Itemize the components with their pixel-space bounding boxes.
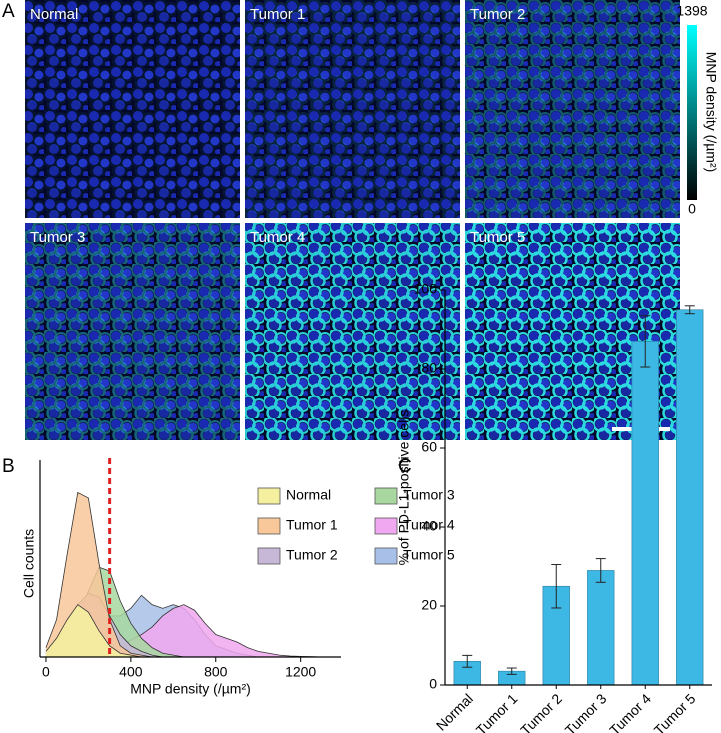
y-axis-label: % of PD-L1-positive cells xyxy=(396,410,412,566)
panel-label: C xyxy=(398,456,412,477)
error-bar xyxy=(640,315,651,368)
legend-label: Normal xyxy=(286,487,331,503)
legend-swatch xyxy=(257,517,281,535)
error-bar xyxy=(506,667,517,675)
legend-swatch xyxy=(374,547,398,565)
x-tick-label: Tumor 5 xyxy=(651,690,699,733)
legend-swatch xyxy=(257,487,281,505)
image-label: Tumor 1 xyxy=(250,6,305,23)
x-tick-label: 1200 xyxy=(285,664,316,680)
legend-label: Tumor 3 xyxy=(403,487,455,503)
panel-label: A xyxy=(2,1,15,22)
colorbar-tick-label: 0 xyxy=(688,201,696,217)
error-bar xyxy=(462,654,473,668)
legend-label: Tumor 5 xyxy=(403,547,455,563)
image-label: Tumor 5 xyxy=(470,229,525,246)
x-axis-label: MNP density (/µm²) xyxy=(130,681,251,697)
legend-swatch xyxy=(257,547,281,565)
image-label: Tumor 3 xyxy=(30,229,85,246)
legend-swatch xyxy=(374,487,398,505)
x-tick-label: 800 xyxy=(204,664,228,680)
micrograph xyxy=(25,223,240,440)
x-tick-label: Tumor 4 xyxy=(606,690,654,733)
micrograph xyxy=(465,0,680,218)
error-bar xyxy=(595,558,606,583)
bar xyxy=(676,309,704,686)
x-tick-label: 0 xyxy=(42,664,50,680)
bar xyxy=(587,570,615,686)
density-fill xyxy=(45,604,322,657)
x-tick-label: Tumor 1 xyxy=(473,690,521,733)
legend-label: Tumor 1 xyxy=(286,517,338,533)
x-tick-label: Tumor 2 xyxy=(517,690,565,733)
colorbar-tick-label: 1398 xyxy=(676,3,707,19)
micrograph xyxy=(245,223,460,440)
image-label: Normal xyxy=(30,6,78,23)
panel-label: B xyxy=(2,456,15,477)
colorbar xyxy=(687,25,697,200)
micrograph xyxy=(465,223,680,440)
x-tick-label: Normal xyxy=(433,690,476,733)
legend-label: Tumor 2 xyxy=(286,547,338,563)
y-tick-label: 0 xyxy=(429,676,437,692)
legend-swatch xyxy=(374,517,398,535)
image-label: Tumor 2 xyxy=(470,6,525,23)
y-tick-label: 20 xyxy=(421,597,437,613)
micrograph xyxy=(245,0,460,218)
micrograph xyxy=(25,0,240,218)
density-fill xyxy=(45,604,322,657)
y-axis-label: Cell counts xyxy=(21,529,37,598)
y-tick-label: 60 xyxy=(421,439,437,455)
image-panel: Normal Tumor 1 Tumor 2 Tumor 3 Tumor 4 T… xyxy=(25,0,719,440)
image-label: Tumor 4 xyxy=(250,229,305,246)
x-tick-label: Tumor 3 xyxy=(562,690,610,733)
error-bar xyxy=(551,564,562,609)
y-tick-label: 40 xyxy=(421,518,437,534)
error-bar xyxy=(684,305,695,315)
y-tick-label: 80 xyxy=(421,360,437,376)
bar xyxy=(631,341,659,686)
y-tick-label: 100 xyxy=(414,281,438,297)
colorbar-label: MNP density (/µm²) xyxy=(703,52,719,173)
x-tick-label: 400 xyxy=(119,664,143,680)
legend-label: Tumor 4 xyxy=(403,517,455,533)
